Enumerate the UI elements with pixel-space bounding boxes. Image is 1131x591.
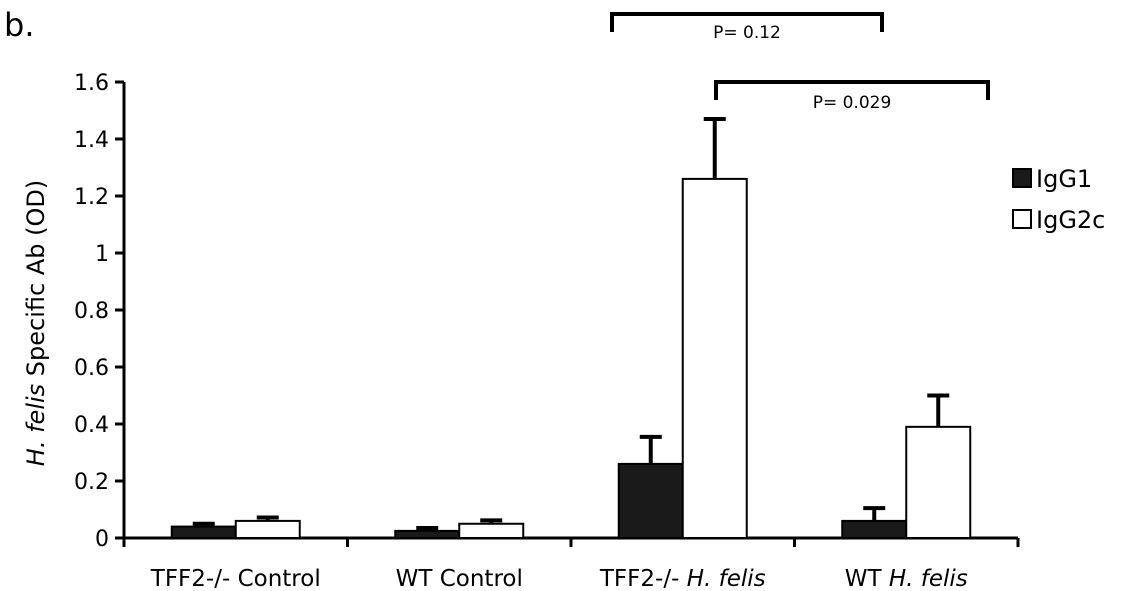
significance-bracket (714, 80, 990, 100)
category-label-italic: H. felis (687, 566, 766, 591)
y-tick-label: 0.4 (74, 413, 109, 438)
category-label-italic: H. felis (889, 566, 968, 591)
y-axis-label: H. felis Specific Ab (OD) (22, 180, 50, 466)
p-value-label: P= 0.12 (713, 23, 781, 43)
y-tick-label: 1.2 (74, 185, 109, 210)
y-tick-label: 1 (95, 242, 109, 267)
category-label-2: TFF2-/- H. felis (599, 566, 766, 591)
bar-igg1-2 (617, 462, 684, 539)
y-tick-label: 0.6 (74, 356, 109, 381)
legend: IgG1 IgG2c (1012, 165, 1105, 234)
legend-label-igg1: IgG1 (1036, 165, 1092, 193)
y-tick-label: 0.8 (74, 299, 109, 324)
error-bars (192, 117, 950, 531)
y-tick-label: 0 (95, 527, 109, 552)
bar-igg1-0 (170, 525, 237, 539)
bar-igg2c-3 (905, 425, 972, 540)
category-label-main: WT (845, 566, 889, 591)
y-tick-label: 1.6 (74, 71, 109, 96)
y-tick-label: 1.4 (74, 128, 109, 153)
category-label-3: WT H. felis (845, 566, 968, 591)
legend-swatch-igg2c (1012, 209, 1032, 229)
category-label-0: TFF2-/- Control (150, 566, 321, 591)
category-label-main: WT Control (396, 566, 523, 591)
category-label-main: TFF2-/- (599, 566, 687, 591)
x-axis (122, 536, 1020, 547)
significance-annotations: P= 0.12 P= 0.029 (610, 12, 990, 113)
p-value-label: P= 0.029 (813, 93, 892, 113)
panel-label: b. (4, 6, 34, 44)
bars (170, 177, 972, 540)
category-label-main: TFF2-/- Control (150, 566, 321, 591)
category-labels: TFF2-/- Control WT Control TFF2-/- H. feli… (150, 566, 968, 591)
y-tick-label: 0.2 (74, 470, 109, 495)
bar-igg2c-0 (234, 519, 301, 540)
bar-igg2c-1 (458, 522, 525, 539)
legend-label-igg2c: IgG2c (1036, 206, 1105, 234)
legend-swatch-igg1 (1012, 168, 1032, 188)
y-axis: 0 0.2 0.4 0.6 0.8 1 1.2 1.4 1.6 (74, 71, 126, 552)
significance-bracket (610, 12, 884, 32)
bar-igg1-1 (394, 529, 461, 539)
category-label-1: WT Control (396, 566, 523, 591)
bar-igg1-3 (841, 519, 908, 540)
bar-igg2c-2 (681, 177, 748, 539)
